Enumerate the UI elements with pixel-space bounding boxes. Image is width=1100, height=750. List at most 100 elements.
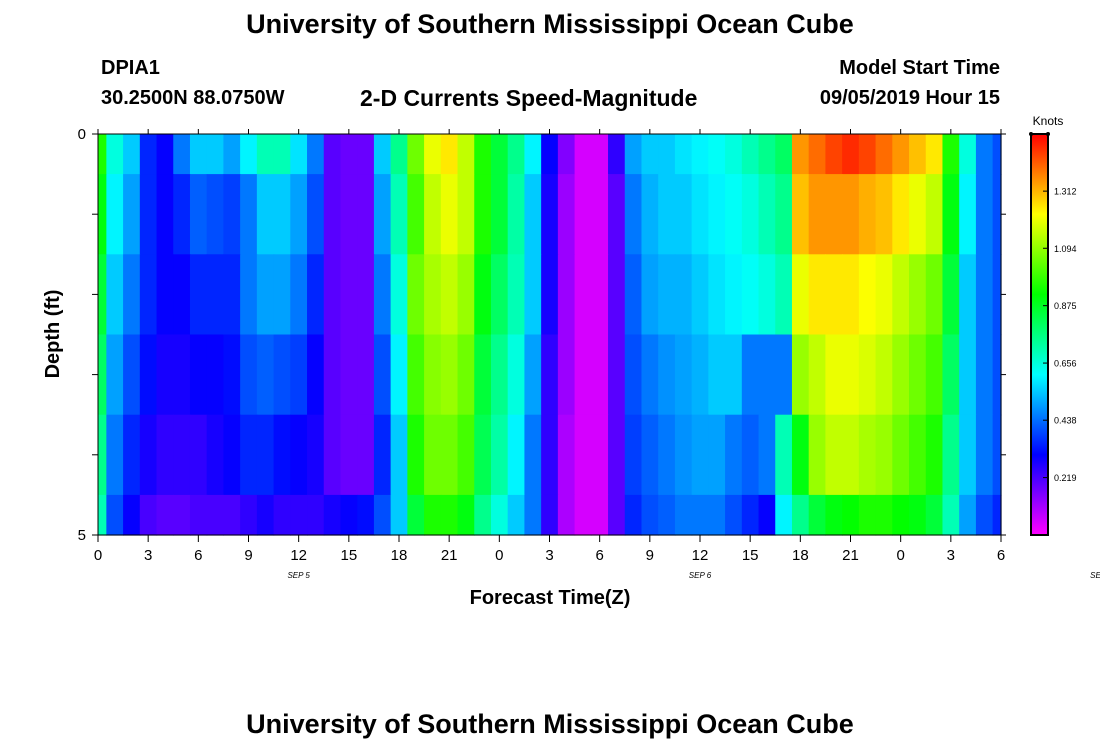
heatmap-cell (942, 414, 960, 496)
heatmap-cell (808, 134, 827, 175)
heatmap-cell (708, 174, 726, 255)
colorbar-tick-label: 1.312 (1054, 187, 1077, 197)
heatmap-cell (424, 134, 442, 175)
heatmap-cell (474, 254, 492, 336)
heatmap-cell (457, 494, 475, 536)
heatmap-cell (658, 414, 676, 496)
heatmap-cell (323, 254, 342, 336)
heatmap-cell (490, 334, 509, 416)
heatmap-cell (424, 334, 442, 416)
heatmap-cell (206, 334, 225, 416)
heatmap-cell (490, 494, 509, 536)
heatmap-cell (691, 494, 709, 536)
heatmap-cell (507, 334, 526, 416)
heatmap-cell (674, 334, 693, 416)
heatmap-cell (641, 254, 659, 336)
heatmap-cell (407, 254, 425, 336)
heatmap-cell (875, 334, 893, 416)
heatmap-cell (992, 254, 1002, 336)
footer-title: University of Southern Mississippi Ocean… (246, 709, 854, 739)
heatmap-cell (507, 414, 526, 496)
heatmap-cell (424, 174, 442, 255)
x-tick-label: 15 (742, 547, 759, 564)
heatmap-cell (541, 174, 559, 255)
heatmap-cell (139, 414, 158, 496)
heatmap-cell (307, 494, 325, 536)
heatmap-cell (574, 494, 592, 536)
heatmap-cell (490, 174, 509, 255)
heatmap-cell (992, 334, 1002, 416)
model-start-value: 09/05/2019 Hour 15 (819, 87, 1000, 109)
heatmap-cell (608, 414, 626, 496)
heatmap-cell (791, 174, 810, 255)
heatmap-cell (273, 334, 291, 416)
heatmap-cell (992, 494, 1002, 536)
heatmap-cell (875, 414, 893, 496)
heatmap-cell (98, 174, 107, 255)
heatmap-cell (440, 334, 459, 416)
heatmap-cell (474, 134, 492, 175)
heatmap-cell (808, 494, 827, 536)
heatmap-cell (323, 134, 342, 175)
heatmap-cell (357, 334, 375, 416)
heatmap-cell (725, 254, 743, 336)
heatmap-cell (608, 174, 626, 255)
heatmap-cell (858, 254, 877, 336)
heatmap-cell (858, 134, 877, 175)
x-tick-label: 12 (290, 547, 307, 564)
heatmap-cell (909, 134, 927, 175)
colorbar-unit-label: Knots (1033, 114, 1064, 128)
heatmap-cell (791, 414, 810, 496)
heatmap-cell (273, 254, 291, 336)
heatmap-cell (541, 254, 559, 336)
heatmap-cell (975, 334, 994, 416)
heatmap-cell (708, 254, 726, 336)
x-tick-label: 9 (244, 547, 252, 564)
heatmap-cell (340, 254, 358, 336)
date-label: SEP 5 (287, 571, 310, 580)
heatmap-cell (842, 494, 860, 536)
heatmap-cell (290, 494, 308, 536)
heatmap-cell (440, 414, 459, 496)
heatmap-cell (123, 334, 141, 416)
heatmap-cell (424, 414, 442, 496)
heatmap-cell (658, 334, 676, 416)
heatmap-cell (741, 254, 760, 336)
x-tick-label: 21 (441, 547, 458, 564)
heatmap-cell (340, 334, 358, 416)
heatmap-cell (741, 494, 760, 536)
heatmap-cell (357, 134, 375, 175)
heatmap-cell (390, 174, 408, 255)
heatmap-cell (741, 174, 760, 255)
x-axis: 0 3 6 9 12 15 18 21 0 3 6 9 12 15 18 21 0 3 6 (94, 129, 1005, 564)
heatmap-cell (858, 414, 877, 496)
heatmap-cell (98, 254, 107, 336)
heatmap-cell (440, 174, 459, 255)
heatmap-cell (942, 174, 960, 255)
heatmap-cell (875, 174, 893, 255)
heatmap-cell (608, 254, 626, 336)
heatmap-cell (173, 174, 191, 255)
heatmap-cell (373, 334, 392, 416)
heatmap-cell (474, 494, 492, 536)
heatmap-cell (139, 134, 158, 175)
heatmap-cell (725, 174, 743, 255)
heatmap-cell (541, 494, 559, 536)
heatmap-cell (725, 134, 743, 175)
heatmap-cell (290, 254, 308, 336)
heatmap-cell (373, 134, 392, 175)
x-tick-label: 3 (947, 547, 955, 564)
heatmap-cell (340, 174, 358, 255)
heatmap-cell (173, 414, 191, 496)
heatmap-cell (323, 334, 342, 416)
heatmap-cell (139, 174, 158, 255)
heatmap-cell (390, 414, 408, 496)
heatmap-cell (106, 334, 124, 416)
heatmap-cell (98, 134, 107, 175)
heatmap-cell (156, 254, 174, 336)
colorbar-corner-dot (1029, 132, 1033, 136)
heatmap-cell (390, 494, 408, 536)
heatmap-cell (825, 494, 843, 536)
heatmap-cell (574, 174, 592, 255)
heatmap-cells (98, 134, 1002, 536)
